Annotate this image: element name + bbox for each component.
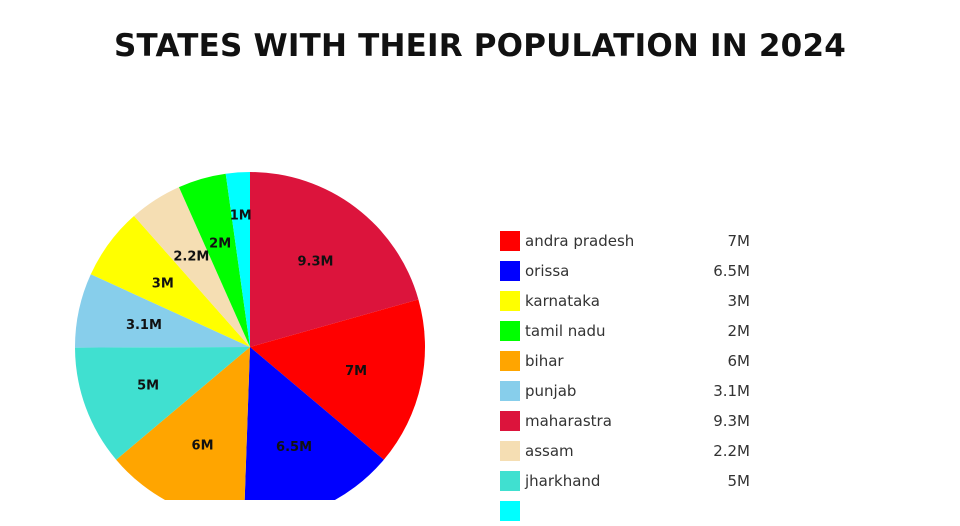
legend-label: bihar [525,352,564,370]
legend: andra pradesh 7M orissa 6.5M karnataka 3… [500,226,760,526]
legend-swatch [500,411,520,431]
legend-item[interactable]: andra pradesh 7M [500,226,760,256]
legend-value: 6.5M [713,262,750,280]
legend-swatch [500,471,520,491]
slice-value-label: 6M [192,439,214,454]
legend-label: orissa [525,262,570,280]
pie-slice-andra-pradesh[interactable] [250,299,425,460]
legend-swatch [500,231,520,251]
pie-slice-bihar[interactable] [116,347,250,500]
legend-item[interactable] [500,496,760,526]
slice-value-label: 7M [345,364,367,379]
legend-swatch [500,381,520,401]
pie-slice-maharastra[interactable] [250,172,419,347]
legend-value: 7M [727,232,751,250]
legend-label: punjab [525,382,577,400]
legend-value: 6M [727,352,751,370]
legend-item[interactable]: tamil nadu 2M [500,316,760,346]
legend-item[interactable]: punjab 3.1M [500,376,760,406]
legend-item[interactable]: maharastra 9.3M [500,406,760,436]
pie-slice-jharkhand[interactable] [75,347,250,460]
legend-label: jharkhand [525,472,601,490]
slice-value-label: 5M [137,378,159,393]
legend-value: 9.3M [713,412,750,430]
slice-value-label: 2M [209,237,231,252]
legend-label: tamil nadu [525,322,606,340]
legend-swatch [500,261,520,281]
legend-swatch [500,351,520,371]
slice-value-label: 2.2M [173,250,209,265]
slice-value-label: 9.3M [297,254,333,269]
legend-swatch [500,441,520,461]
legend-swatch [500,321,520,341]
legend-value: 2.2M [713,442,750,460]
legend-label: assam [525,442,574,460]
legend-item[interactable]: karnataka 3M [500,286,760,316]
legend-value: 2M [727,322,751,340]
legend-value: 5M [727,472,751,490]
pie-slice-9[interactable] [225,172,250,347]
chart-title: STATES WITH THEIR POPULATION IN 2024 [114,28,846,64]
legend-label: andra pradesh [525,232,635,250]
pie-slice-assam[interactable] [134,187,250,347]
slice-value-label: 1M [230,208,252,223]
pie-slice-punjab[interactable] [75,274,250,348]
legend-value: 3M [727,292,751,310]
pie-slice-karnataka[interactable] [90,215,251,347]
legend-label: maharastra [525,412,612,430]
slice-value-label: 6.5M [276,440,312,455]
slice-value-label: 3.1M [126,318,162,333]
pie-slice-orissa[interactable] [244,347,384,500]
legend-item[interactable]: orissa 6.5M [500,256,760,286]
legend-swatch [500,291,520,311]
pie-slice-tamil-nadu[interactable] [178,173,250,347]
legend-item[interactable]: jharkhand 5M [500,466,760,496]
legend-value: 3.1M [713,382,750,400]
legend-item[interactable]: assam 2.2M [500,436,760,466]
legend-swatch [500,501,520,521]
legend-label: karnataka [525,292,600,310]
slice-value-label: 3M [152,276,174,291]
legend-item[interactable]: bihar 6M [500,346,760,376]
